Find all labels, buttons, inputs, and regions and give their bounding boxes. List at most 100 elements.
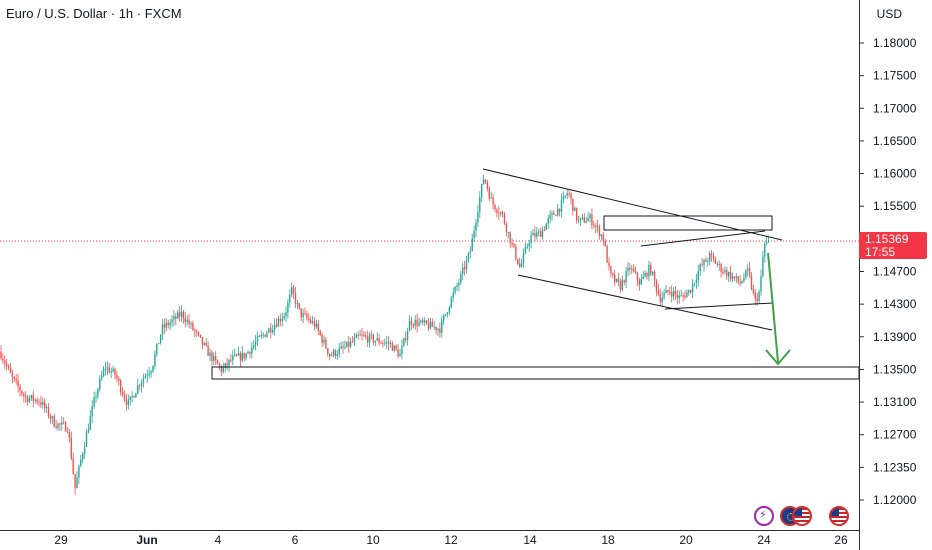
candle-bullish [621, 280, 623, 290]
candle-bearish [19, 386, 21, 392]
candle-bearish [750, 275, 753, 289]
time-tick-label: 26 [834, 533, 848, 547]
candle-bullish [760, 276, 762, 292]
candle-bearish [496, 209, 498, 213]
candle-bullish [30, 395, 33, 399]
candle-bearish [7, 365, 10, 368]
candle-bearish [215, 355, 217, 360]
candle-bearish [196, 331, 198, 333]
price-tick-label: 1.16500 [873, 134, 917, 148]
candle-bearish [558, 208, 561, 212]
candle-bullish [585, 221, 587, 223]
candle-bullish [97, 389, 99, 397]
candle-bullish [745, 270, 747, 278]
candle-bearish [756, 298, 758, 301]
candle-bearish [593, 225, 595, 227]
resistance-zone-rect[interactable] [603, 215, 773, 231]
candle-bullish [709, 253, 711, 262]
candle-bullish [186, 319, 188, 322]
candle-bearish [410, 320, 413, 325]
candle-bullish [51, 416, 53, 419]
candle-bullish [330, 355, 333, 357]
candle-bearish [690, 289, 692, 293]
time-tick-label: 14 [523, 533, 537, 547]
candle-bearish [194, 329, 196, 332]
candle-bullish [560, 199, 563, 212]
candle-bullish [456, 285, 458, 287]
candle-bullish [165, 322, 167, 328]
candle-bullish [581, 217, 584, 219]
candle-bearish [325, 339, 327, 349]
drawings [211, 168, 860, 380]
us-flag-icon[interactable] [829, 506, 849, 526]
candle-bearish [378, 338, 380, 343]
candle-bullish [764, 243, 766, 257]
candle-bullish [680, 295, 682, 297]
us-flag-icon[interactable] [792, 506, 812, 526]
candle-bearish [319, 330, 321, 335]
candle-bullish [254, 341, 257, 345]
candle-bullish [697, 271, 699, 280]
candle-bearish [623, 280, 625, 283]
candle-bearish [405, 338, 407, 340]
flag-upper-trendline[interactable] [640, 230, 766, 247]
candle-bearish [519, 264, 521, 267]
bearish-projection-arrow[interactable] [765, 252, 791, 366]
price-scale[interactable]: 1.18000 1.17500 1.17000 1.16500 1.16000 1.155… [859, 36, 917, 507]
candle-bearish [211, 352, 213, 362]
candle-bearish [739, 281, 741, 284]
candle-bearish [598, 226, 601, 237]
candle-bearish [674, 290, 677, 295]
candle-bearish [4, 360, 6, 364]
candle-bullish [106, 367, 109, 369]
candle-bearish [629, 267, 631, 270]
candle-bullish [110, 371, 112, 373]
candle-bearish [327, 348, 329, 354]
price-tick-label: 1.12350 [873, 460, 917, 474]
candle-bearish [270, 328, 272, 333]
candle-bearish [610, 266, 612, 274]
price-tick-label: 1.18000 [873, 36, 917, 50]
candle-bullish [102, 368, 105, 376]
candle-bearish [120, 380, 122, 393]
candle-bearish [612, 273, 614, 276]
bar-countdown: 17:55 [865, 245, 896, 259]
candle-bullish [99, 379, 101, 390]
candle-bullish [538, 231, 540, 233]
candle-bullish [146, 375, 148, 377]
candle-bearish [163, 324, 166, 328]
candle-bullish [652, 271, 654, 275]
channel-lower-trendline[interactable] [517, 274, 773, 331]
candle-bearish [26, 396, 29, 402]
candle-bearish [503, 214, 506, 224]
flag-lower-trendline[interactable] [664, 302, 774, 310]
lightning-icon[interactable] [754, 506, 774, 526]
candle-bullish [359, 334, 361, 336]
candle-bullish [473, 230, 475, 239]
candle-bearish [422, 320, 424, 323]
candle-bearish [655, 280, 658, 291]
candle-bearish [596, 226, 599, 228]
candle-bullish [355, 334, 357, 338]
candle-bearish [275, 324, 278, 327]
candle-bearish [619, 281, 622, 290]
candle-bearish [308, 318, 310, 320]
currency-selector[interactable]: USD [876, 7, 902, 21]
channel-upper-trendline[interactable] [482, 168, 783, 241]
candle-bullish [741, 281, 743, 284]
candle-bullish [482, 179, 485, 185]
support-zone-rect[interactable] [211, 366, 860, 380]
candle-bullish [406, 331, 409, 340]
time-scale[interactable]: 29 Jun 4 6 10 12 14 18 20 24 26 [54, 533, 848, 547]
candle-bearish [192, 323, 194, 330]
candle-bullish [522, 253, 525, 263]
candle-bullish [144, 376, 147, 379]
candle-bullish [625, 271, 627, 283]
candle-bearish [235, 354, 238, 356]
candle-bullish [28, 398, 31, 402]
candle-bullish [631, 268, 633, 270]
candle-bullish [234, 354, 236, 356]
candle-bearish [53, 416, 55, 427]
candle-bearish [118, 378, 120, 381]
